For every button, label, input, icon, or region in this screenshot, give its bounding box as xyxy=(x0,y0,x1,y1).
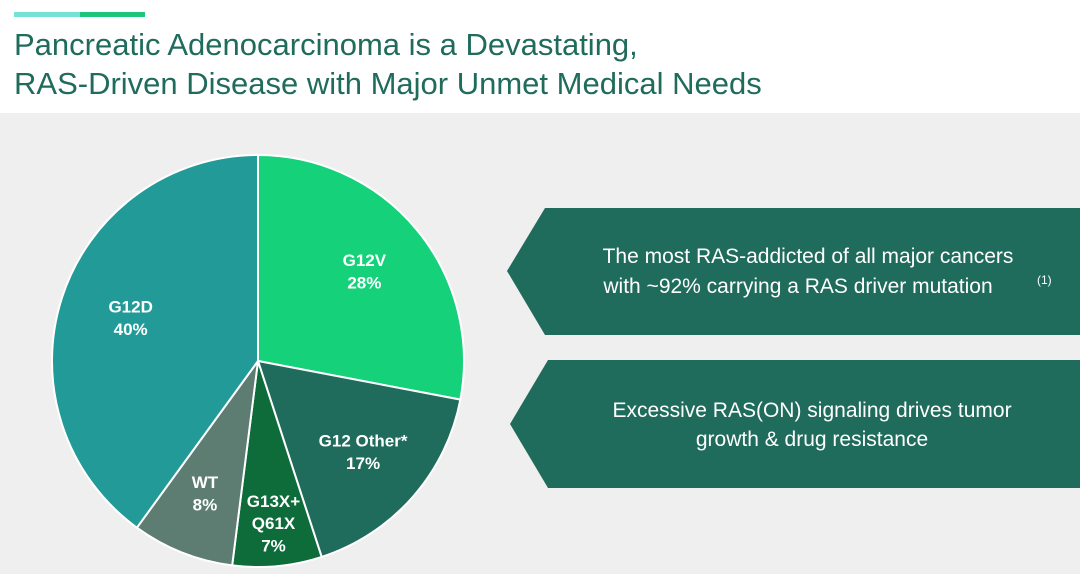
pie-slice xyxy=(256,359,462,559)
footnote-ref: (1) xyxy=(1037,273,1052,287)
pie-slice xyxy=(135,360,259,567)
callout-box xyxy=(510,360,1080,488)
callout-text: The most RAS-addicted of all major cance… xyxy=(603,245,1014,268)
value-label: 7% xyxy=(261,537,286,556)
accent-bar xyxy=(80,12,145,17)
title-line: RAS-Driven Disease with Major Unmet Medi… xyxy=(14,66,762,101)
callout-text: growth & drug resistance xyxy=(696,428,928,451)
value-label: 40% xyxy=(114,320,148,339)
callout-text: Excessive RAS(ON) signaling drives tumor xyxy=(612,399,1011,422)
value-label: 28% xyxy=(347,274,381,293)
value-label: 17% xyxy=(346,454,380,473)
pie-slice xyxy=(257,153,465,401)
header-bg xyxy=(0,0,1080,113)
slice-label: WT xyxy=(192,474,219,493)
callout-box xyxy=(507,208,1080,335)
pie-slice xyxy=(51,153,259,530)
title-line: Pancreatic Adenocarcinoma is a Devastati… xyxy=(14,27,638,62)
slice-label: G12D xyxy=(108,298,152,317)
slice-label: G13X+ Q61X xyxy=(247,493,300,534)
callout-text: with ~92% carrying a RAS driver mutation xyxy=(602,275,992,298)
accent-bar xyxy=(14,12,80,17)
value-label: 8% xyxy=(193,496,218,515)
slice-label: G12 Other* xyxy=(319,432,408,451)
slice-label: G12V xyxy=(343,252,387,271)
